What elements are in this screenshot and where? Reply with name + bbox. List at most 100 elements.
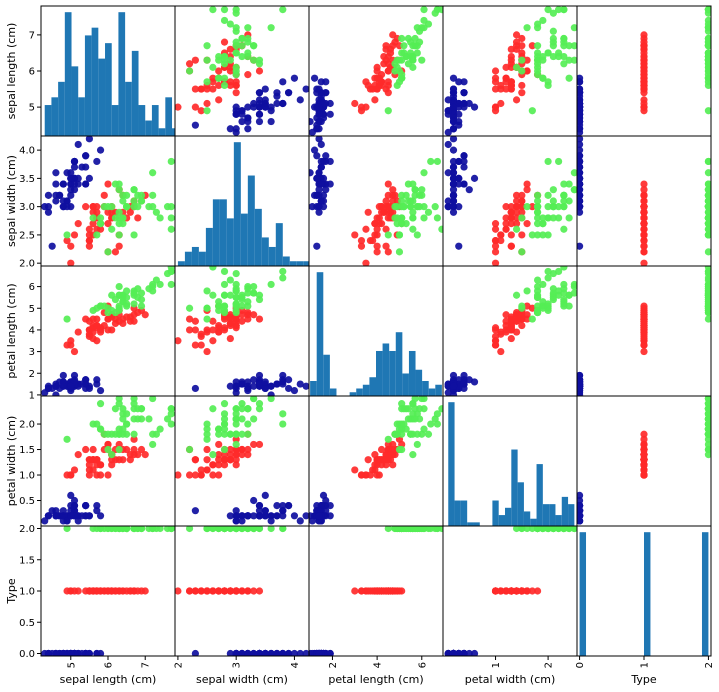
scatter-point (386, 451, 395, 459)
scatter-point (238, 117, 246, 126)
scatter-point (175, 158, 182, 165)
scatter-point (63, 197, 71, 205)
scatter-point (89, 526, 97, 533)
scatter-point (523, 587, 531, 595)
scatter-point (167, 267, 175, 276)
cell-frame (442, 5, 578, 137)
scatter-point (296, 380, 304, 388)
scatter-point (215, 56, 223, 64)
scatter-point (449, 103, 458, 111)
scatter-point (704, 16, 711, 25)
scatter-point (523, 315, 531, 323)
scatter-point (465, 186, 473, 194)
scatter-point (137, 197, 146, 205)
scatter-point (115, 214, 123, 222)
y-axis-label: Type (5, 578, 18, 604)
scatter-point (89, 220, 97, 228)
scatter-point (544, 81, 552, 90)
cell-marks (577, 6, 711, 136)
scatter-point (290, 386, 299, 395)
scatter-point (191, 471, 199, 479)
scatter-point (533, 308, 542, 317)
scatter-point (296, 517, 304, 525)
scatter-point (704, 157, 711, 166)
scatter-point (226, 67, 234, 75)
scatter-point (267, 280, 275, 289)
scatter-point (191, 456, 199, 464)
scatter-point (518, 587, 526, 595)
scatter-point (404, 405, 412, 413)
scatter-point (449, 208, 458, 216)
scatter-point (704, 107, 711, 115)
scatter-point (108, 225, 116, 233)
scatter-point (317, 197, 325, 205)
scatter-point (52, 169, 60, 177)
scatter-point (315, 208, 323, 216)
scatter-point (518, 231, 526, 239)
scatter-point (449, 649, 458, 656)
scatter-point (395, 248, 404, 256)
scatter-point (238, 317, 246, 325)
scatter-point (704, 430, 711, 438)
scatter-point (255, 512, 264, 520)
scatter-point (232, 89, 240, 97)
scatter-point (244, 125, 252, 133)
scatter-point (82, 180, 90, 188)
scatter-point (191, 507, 199, 515)
scatter-point (111, 587, 120, 595)
scatter-point (528, 587, 536, 595)
scatter-point (255, 507, 264, 515)
hist-bar (64, 12, 72, 136)
scatter-point (413, 231, 421, 239)
hist-bar (261, 237, 269, 266)
scatter-point (640, 231, 648, 239)
cell-marks (310, 272, 442, 396)
y-tick-label: 2 (29, 369, 35, 380)
scatter-point (351, 99, 359, 108)
scatter-point (85, 649, 93, 656)
hist-bar (435, 384, 442, 396)
cell-marks (579, 532, 709, 656)
scatter-point (279, 378, 287, 386)
scatter-point (449, 74, 458, 82)
scatter-point (130, 435, 138, 443)
scatter-point (100, 191, 108, 199)
scatter-point (255, 117, 264, 126)
scatter-point (244, 382, 252, 390)
scatter-point (232, 405, 240, 413)
scatter-point (191, 384, 199, 393)
scatter-point (704, 420, 711, 428)
cell-marks (175, 6, 309, 136)
cell-1-4 (576, 135, 712, 267)
scatter-point (232, 507, 240, 515)
scatter-point (528, 42, 536, 50)
scatter-point (319, 491, 328, 500)
scatter-point (640, 259, 648, 266)
scatter-point (375, 214, 383, 222)
scatter-point (491, 220, 500, 228)
scatter-point (395, 56, 404, 64)
scatter-point (167, 157, 175, 166)
scatter-point (70, 180, 79, 188)
scatter-point (209, 85, 217, 93)
scatter-point (391, 430, 399, 438)
hist-bar (316, 272, 324, 396)
scatter-point (96, 400, 105, 408)
scatter-point (375, 587, 383, 595)
scatter-point (78, 380, 86, 388)
scatter-point (577, 180, 584, 188)
scatter-point (424, 208, 433, 216)
hist-bar (240, 213, 248, 266)
scatter-point (539, 220, 547, 228)
scatter-point (232, 435, 240, 443)
scatter-point (640, 191, 648, 199)
scatter-point (85, 471, 93, 479)
scatter-point (209, 6, 217, 14)
scatter-point (512, 313, 521, 321)
cell-marks (309, 396, 443, 525)
cell-4-2 (308, 525, 444, 657)
scatter-point (315, 512, 323, 520)
hist-bar (268, 246, 276, 266)
scatter-point (261, 649, 269, 656)
scatter-point (119, 410, 127, 418)
